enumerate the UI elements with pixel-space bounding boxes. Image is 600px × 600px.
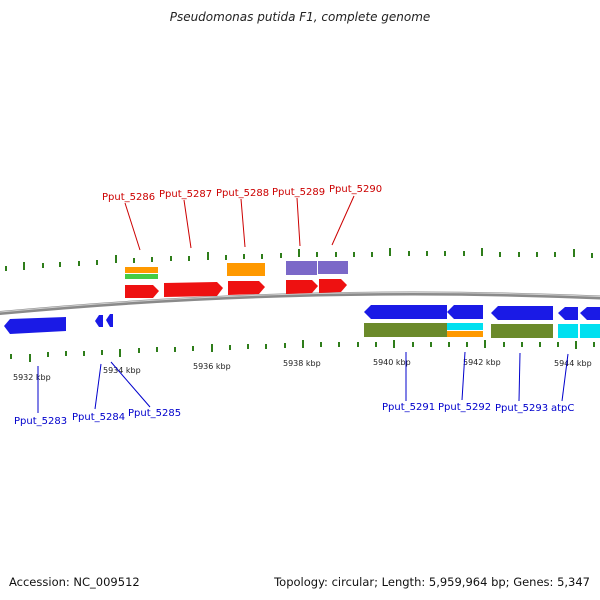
feature-cyan[interactable]	[558, 324, 578, 338]
leader-line	[110, 361, 151, 408]
cds-arrow-pput-5291[interactable]	[364, 305, 447, 319]
scale-label: 5932 kbp	[13, 373, 51, 382]
outer-ticks	[5, 248, 593, 271]
bottom-strand-cds	[4, 305, 600, 334]
accession-label: Accession: NC_009512	[9, 575, 140, 589]
gene-label-pput-5291[interactable]: Pput_5291	[382, 402, 435, 413]
cds-arrow-pput-5288[interactable]	[228, 281, 265, 295]
leader-line	[240, 198, 246, 248]
leader-line	[124, 202, 141, 251]
feature-cyan[interactable]	[447, 323, 483, 330]
gene-label-pput-5292[interactable]: Pput_5292	[438, 402, 491, 413]
cds-arrow-pput-5287[interactable]	[164, 282, 223, 297]
gene-label-pput-5288[interactable]: Pput_5288	[216, 188, 269, 199]
genome-backbone	[0, 291, 600, 316]
gene-label-pput-5283[interactable]: Pput_5283	[14, 416, 67, 427]
bottom-strand-features	[364, 323, 600, 338]
cds-arrow-pput-5293[interactable]	[491, 306, 553, 320]
scale-label: 5944 kbp	[554, 359, 592, 368]
gene-label-pput-5286[interactable]: Pput_5286	[102, 192, 155, 203]
feature-purple[interactable]	[286, 261, 317, 275]
leader-line	[94, 363, 102, 410]
bottom-gene-labels	[37, 351, 569, 413]
gene-label-pput-5287[interactable]: Pput_5287	[159, 189, 212, 200]
feature-orange[interactable]	[125, 267, 158, 273]
genome-backbone-highlight	[0, 292, 600, 313]
cds-arrow-next[interactable]	[580, 307, 600, 320]
gene-label-pput-5290[interactable]: Pput_5290	[329, 184, 382, 195]
feature-olive[interactable]	[364, 323, 447, 337]
feature-green[interactable]	[125, 274, 158, 279]
top-strand-cds	[125, 279, 347, 298]
feature-purple[interactable]	[318, 261, 348, 274]
gene-label-atpc[interactable]: atpC	[551, 403, 574, 414]
top-gene-labels	[124, 195, 355, 251]
cds-arrow-pput-5285[interactable]	[106, 314, 113, 327]
gene-label-pput-5285[interactable]: Pput_5285	[128, 408, 181, 419]
cds-arrow-pput-5284[interactable]	[95, 315, 103, 327]
scale-label: 5934 kbp	[103, 366, 141, 375]
leader-line	[331, 195, 355, 246]
map-title: Pseudomonas putida F1, complete genome	[169, 10, 431, 24]
leader-line	[183, 199, 192, 249]
leader-line	[518, 352, 521, 402]
cds-arrow-atpc[interactable]	[558, 307, 578, 320]
feature-orange[interactable]	[227, 263, 265, 276]
cds-arrow-pput-5283[interactable]	[4, 317, 66, 334]
cds-arrow-pput-5289[interactable]	[286, 280, 318, 294]
top-strand-features	[125, 261, 348, 279]
feature-olive[interactable]	[491, 324, 553, 338]
genome-summary: Topology: circular; Length: 5,959,964 bp…	[274, 575, 590, 589]
cds-arrow-pput-5286[interactable]	[125, 285, 159, 298]
scale-label: 5940 kbp	[373, 358, 411, 367]
leader-line	[461, 351, 466, 401]
leader-line	[561, 353, 569, 402]
gene-label-pput-5284[interactable]: Pput_5284	[72, 412, 125, 423]
feature-cyan[interactable]	[580, 324, 600, 338]
scale-label: 5938 kbp	[283, 359, 321, 368]
feature-orange[interactable]	[447, 331, 483, 337]
leader-line	[296, 197, 301, 247]
gene-label-pput-5289[interactable]: Pput_5289	[272, 187, 325, 198]
cds-arrow-pput-5290[interactable]	[319, 279, 347, 293]
inner-ticks	[10, 340, 595, 362]
cds-arrow-pput-5292[interactable]	[447, 305, 483, 319]
scale-label: 5942 kbp	[463, 358, 501, 367]
gene-label-pput-5293[interactable]: Pput_5293	[495, 403, 548, 414]
scale-label: 5936 kbp	[193, 362, 231, 371]
